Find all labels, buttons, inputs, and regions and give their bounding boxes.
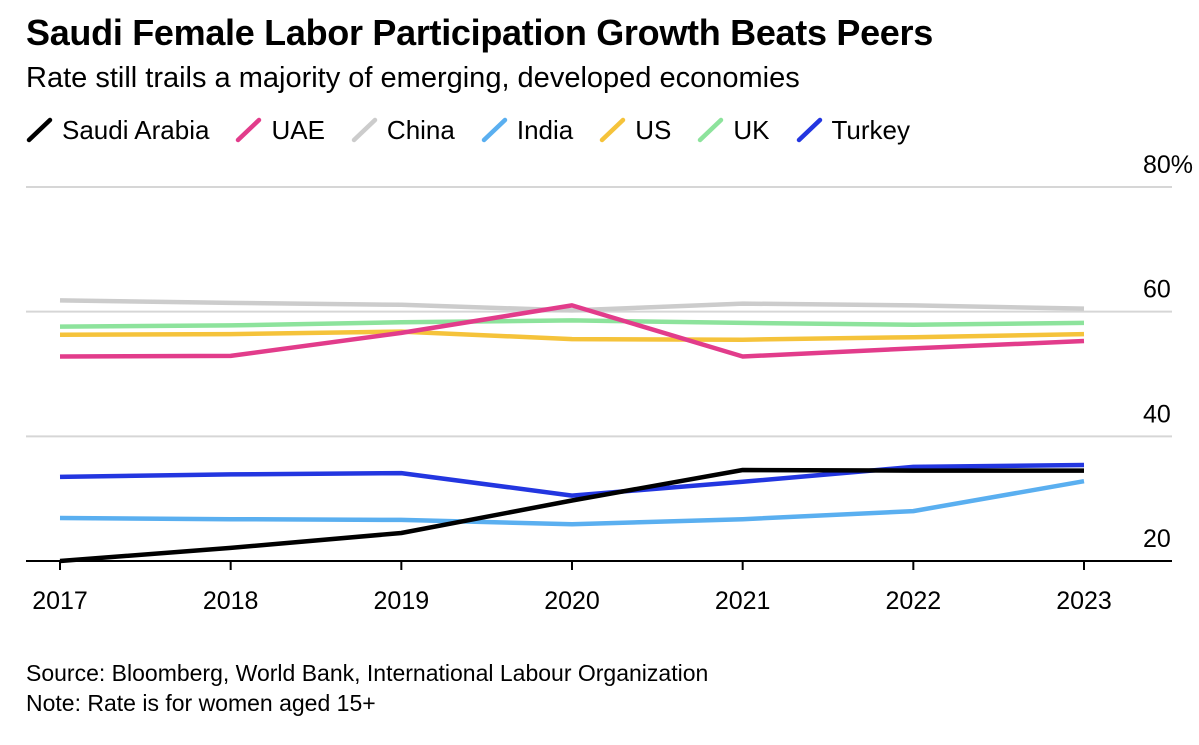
- legend-swatch-icon: [698, 117, 724, 143]
- legend-swatch-icon: [26, 117, 53, 143]
- series-line-china: [59, 298, 1085, 313]
- x-tick-label: 2021: [715, 587, 771, 615]
- legend-item-india: India: [481, 115, 573, 146]
- x-tick-label: 2019: [374, 587, 430, 615]
- legend-label: UK: [733, 114, 770, 145]
- chart-title: Saudi Female Labor Participation Growth …: [26, 12, 933, 53]
- legend-item-uae: UAE: [235, 114, 325, 146]
- y-tick-label: 60: [1143, 276, 1171, 304]
- source-note: Source: Bloomberg, World Bank, Internati…: [26, 660, 709, 686]
- legend-item-china: China: [351, 115, 455, 146]
- chart-footer: Source: Bloomberg, World Bank, Internati…: [26, 658, 708, 718]
- legend-item-us: US: [599, 115, 671, 146]
- chart-subtitle: Rate still trails a majority of emerging…: [26, 62, 800, 94]
- x-tick-label: 2022: [886, 587, 942, 615]
- y-tick-label: 80%: [1143, 151, 1193, 179]
- series-line-saudi-arabia: [59, 467, 1084, 564]
- legend-label: US: [635, 114, 672, 145]
- legend-swatch-icon: [236, 117, 262, 143]
- x-tick-label: 2023: [1056, 587, 1112, 615]
- series-line-uae: [59, 303, 1085, 359]
- legend-item-saudi-arabia: Saudi Arabia: [26, 115, 209, 146]
- legend-swatch-icon: [481, 117, 508, 143]
- legend-swatch-icon: [600, 117, 626, 143]
- line-chart: 20 40 60 80% 2017 2018 2019 2020 2021 2022 2023: [26, 151, 1193, 615]
- legend: Saudi Arabia UAE China India US UK Turkey: [26, 113, 936, 147]
- legend-label: Turkey: [831, 114, 911, 145]
- legend-item-turkey: Turkey: [796, 114, 911, 146]
- footnote: Note: Rate is for women aged 15+: [26, 690, 376, 716]
- legend-swatch-icon: [351, 117, 378, 143]
- legend-item-uk: UK: [697, 114, 770, 146]
- series-line-us: [59, 329, 1085, 342]
- series-line-uk: [59, 318, 1085, 329]
- y-tick-label: 40: [1143, 400, 1171, 428]
- series-line-turkey: [59, 462, 1085, 498]
- x-tick-label: 2017: [32, 587, 88, 615]
- y-tick-label: 20: [1143, 525, 1171, 553]
- legend-label: India: [516, 114, 574, 145]
- series-line-india: [59, 478, 1085, 527]
- x-tick-label: 2020: [544, 587, 600, 615]
- x-tick-label: 2018: [203, 587, 259, 615]
- legend-label: UAE: [271, 114, 325, 145]
- legend-label: Saudi Arabia: [62, 114, 210, 145]
- legend-label: China: [386, 114, 455, 145]
- legend-swatch-icon: [796, 117, 822, 143]
